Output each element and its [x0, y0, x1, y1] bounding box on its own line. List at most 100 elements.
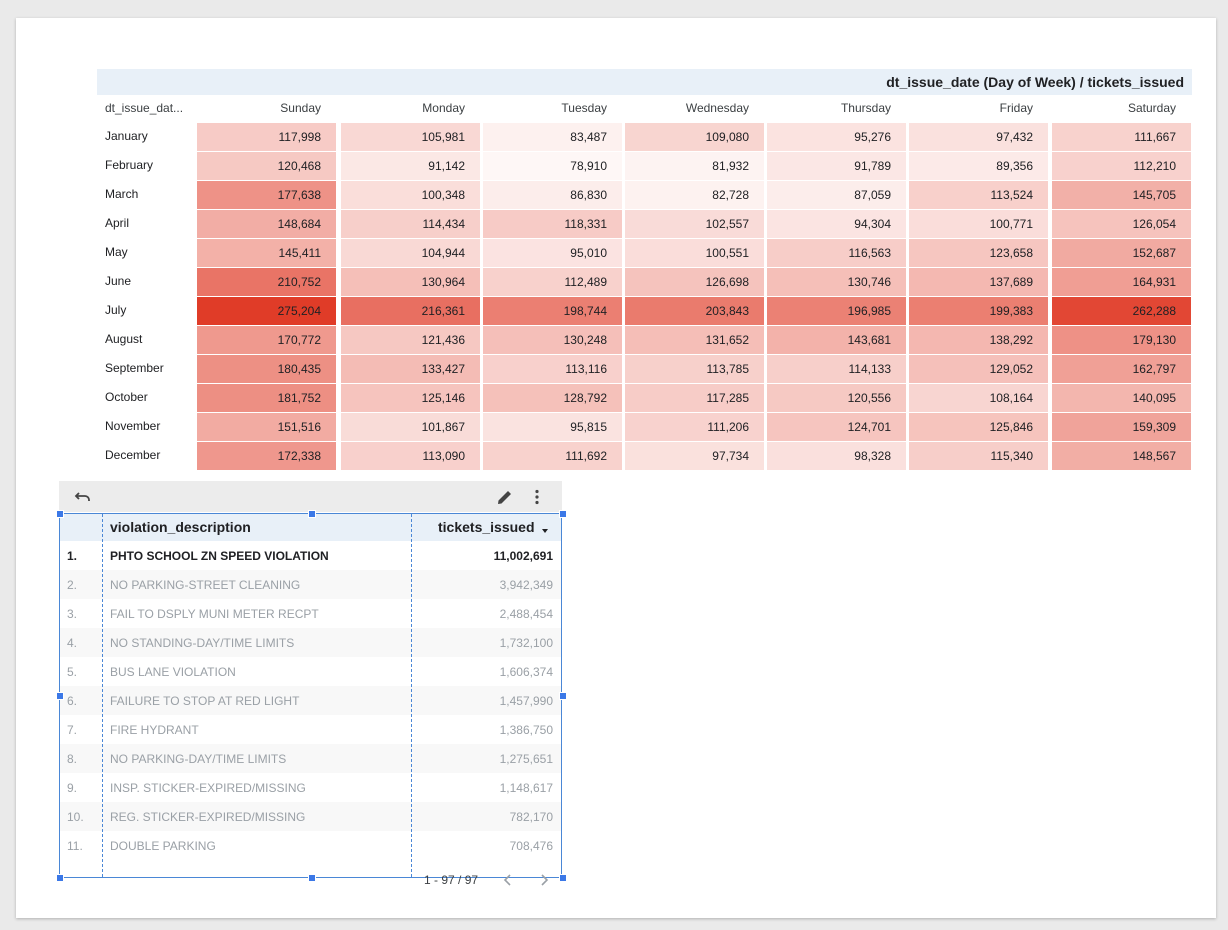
column-header-thursday[interactable]: Thursday [840, 101, 891, 115]
table-row[interactable]: 2. NO PARKING-STREET CLEANING 3,942,349 [60, 570, 561, 599]
table-row[interactable]: 1. PHTO SCHOOL ZN SPEED VIOLATION 11,002,6… [60, 541, 561, 570]
heatmap-cell: 133,427 [341, 355, 480, 383]
tickets-issued-cell: 1,386,750 [499, 723, 553, 737]
pivot-row: August 170,772 121,436 130,248 131,652 143,68… [97, 326, 1192, 355]
column-header-sunday[interactable]: Sunday [280, 101, 321, 115]
violation-description-cell: INSP. STICKER-EXPIRED/MISSING [110, 781, 306, 795]
heatmap-cell: 128,792 [483, 384, 622, 412]
pivot-body: January 117,998 105,981 83,487 109,080 95,276… [97, 123, 1192, 471]
resize-handle-left[interactable] [56, 692, 64, 700]
column-divider[interactable] [411, 514, 412, 877]
column-header-tuesday[interactable]: Tuesday [561, 101, 607, 115]
edit-pencil-icon[interactable] [495, 487, 515, 507]
more-vert-icon[interactable] [527, 487, 547, 507]
heatmap-cell: 108,164 [909, 384, 1048, 412]
heatmap-cell: 179,130 [1052, 326, 1191, 354]
violation-description-cell: DOUBLE PARKING [110, 839, 216, 853]
table-row[interactable]: 4. NO STANDING-DAY/TIME LIMITS 1,732,100 [60, 628, 561, 657]
heatmap-cell: 170,772 [197, 326, 336, 354]
table-row[interactable]: 6. FAILURE TO STOP AT RED LIGHT 1,457,990 [60, 686, 561, 715]
violation-description-cell: NO PARKING-STREET CLEANING [110, 578, 301, 592]
pivot-row: June 210,752 130,964 112,489 126,698 130,746 1… [97, 268, 1192, 297]
heatmap-cell: 95,815 [483, 413, 622, 441]
heatmap-cell: 102,557 [625, 210, 764, 238]
heatmap-cell: 113,785 [625, 355, 764, 383]
tickets-issued-cell: 1,275,651 [499, 752, 553, 766]
violation-description-cell: FIRE HYDRANT [110, 723, 199, 737]
column-divider[interactable] [102, 514, 103, 877]
heatmap-cell: 181,752 [197, 384, 336, 412]
heatmap-cell: 111,667 [1052, 123, 1191, 151]
heatmap-cell: 87,059 [767, 181, 906, 209]
table-row[interactable]: 8. NO PARKING-DAY/TIME LIMITS 1,275,651 [60, 744, 561, 773]
heatmap-cell: 162,797 [1052, 355, 1191, 383]
column-header-saturday[interactable]: Saturday [1127, 101, 1176, 115]
row-label: April [105, 216, 130, 230]
table-row[interactable]: 10. REG. STICKER-EXPIRED/MISSING 782,170 [60, 802, 561, 831]
resize-handle-bottom[interactable] [308, 874, 316, 882]
pivot-row: September 180,435 133,427 113,116 113,785 114… [97, 355, 1192, 384]
column-header-tickets-issued[interactable]: tickets_issued [438, 519, 535, 535]
column-header-wednesday[interactable]: Wednesday [685, 101, 749, 115]
heatmap-cell: 145,411 [197, 239, 336, 267]
pivot-row: December 172,338 113,090 111,692 97,734 98,32… [97, 442, 1192, 471]
heatmap-cell: 115,340 [909, 442, 1048, 470]
table-row[interactable]: 3. FAIL TO DSPLY MUNI METER RECPT 2,488,45… [60, 599, 561, 628]
heatmap-cell: 262,288 [1052, 297, 1191, 325]
heatmap-cell: 210,752 [197, 268, 336, 296]
sort-desc-icon[interactable] [541, 522, 549, 540]
row-number: 7. [67, 723, 78, 737]
violation-description-cell: FAILURE TO STOP AT RED LIGHT [110, 694, 300, 708]
heatmap-cell: 216,361 [341, 297, 480, 325]
row-label: June [105, 274, 132, 288]
pivot-row: April 148,684 114,434 118,331 102,557 94,304 1… [97, 210, 1192, 239]
table-row[interactable]: 5. BUS LANE VIOLATION 1,606,374 [60, 657, 561, 686]
tickets-issued-cell: 1,606,374 [499, 665, 553, 679]
row-number: 1. [67, 549, 78, 563]
row-number: 4. [67, 636, 78, 650]
chevron-right-icon[interactable] [538, 873, 550, 892]
resize-handle-top[interactable] [308, 510, 316, 518]
pivot-column-headers: dt_issue_dat... Sunday Monday Tuesday Wedne… [97, 95, 1192, 123]
resize-handle-top-right[interactable] [559, 510, 567, 518]
column-header-violation-description[interactable]: violation_description [110, 519, 251, 535]
resize-handle-top-left[interactable] [56, 510, 64, 518]
column-header-monday[interactable]: Monday [422, 101, 465, 115]
heatmap-cell: 151,516 [197, 413, 336, 441]
row-label: July [105, 303, 127, 317]
heatmap-cell: 177,638 [197, 181, 336, 209]
pivot-table[interactable]: dt_issue_date (Day of Week) / tickets_is… [97, 69, 1192, 471]
heatmap-cell: 120,556 [767, 384, 906, 412]
column-header-friday[interactable]: Friday [999, 101, 1033, 115]
heatmap-cell: 130,964 [341, 268, 480, 296]
table-row[interactable]: 9. INSP. STICKER-EXPIRED/MISSING 1,148,617 [60, 773, 561, 802]
violation-description-cell: PHTO SCHOOL ZN SPEED VIOLATION [110, 549, 329, 563]
heatmap-cell: 125,146 [341, 384, 480, 412]
resize-handle-right[interactable] [559, 692, 567, 700]
resize-handle-bottom-left[interactable] [56, 874, 64, 882]
heatmap-cell: 113,090 [341, 442, 480, 470]
tickets-issued-cell: 708,476 [509, 839, 553, 853]
heatmap-cell: 97,734 [625, 442, 764, 470]
row-number: 6. [67, 694, 78, 708]
violation-table[interactable]: violation_description tickets_issued 1. P… [56, 481, 567, 887]
table-row[interactable]: 11. DOUBLE PARKING 708,476 [60, 831, 561, 860]
pivot-title: dt_issue_date (Day of Week) / tickets_is… [97, 69, 1192, 95]
heatmap-cell: 94,304 [767, 210, 906, 238]
heatmap-cell: 203,843 [625, 297, 764, 325]
heatmap-cell: 101,867 [341, 413, 480, 441]
chevron-left-icon[interactable] [502, 873, 514, 892]
undo-icon[interactable] [73, 487, 93, 507]
heatmap-cell: 89,356 [909, 152, 1048, 180]
row-dimension-header[interactable]: dt_issue_dat... [105, 101, 184, 115]
heatmap-cell: 126,054 [1052, 210, 1191, 238]
violation-description-cell: REG. STICKER-EXPIRED/MISSING [110, 810, 306, 824]
table-row[interactable]: 7. FIRE HYDRANT 1,386,750 [60, 715, 561, 744]
violation-description-cell: NO PARKING-DAY/TIME LIMITS [110, 752, 287, 766]
heatmap-cell: 111,692 [483, 442, 622, 470]
heatmap-cell: 129,052 [909, 355, 1048, 383]
heatmap-cell: 118,331 [483, 210, 622, 238]
heatmap-cell: 104,944 [341, 239, 480, 267]
heatmap-cell: 91,142 [341, 152, 480, 180]
resize-handle-bottom-right[interactable] [559, 874, 567, 882]
